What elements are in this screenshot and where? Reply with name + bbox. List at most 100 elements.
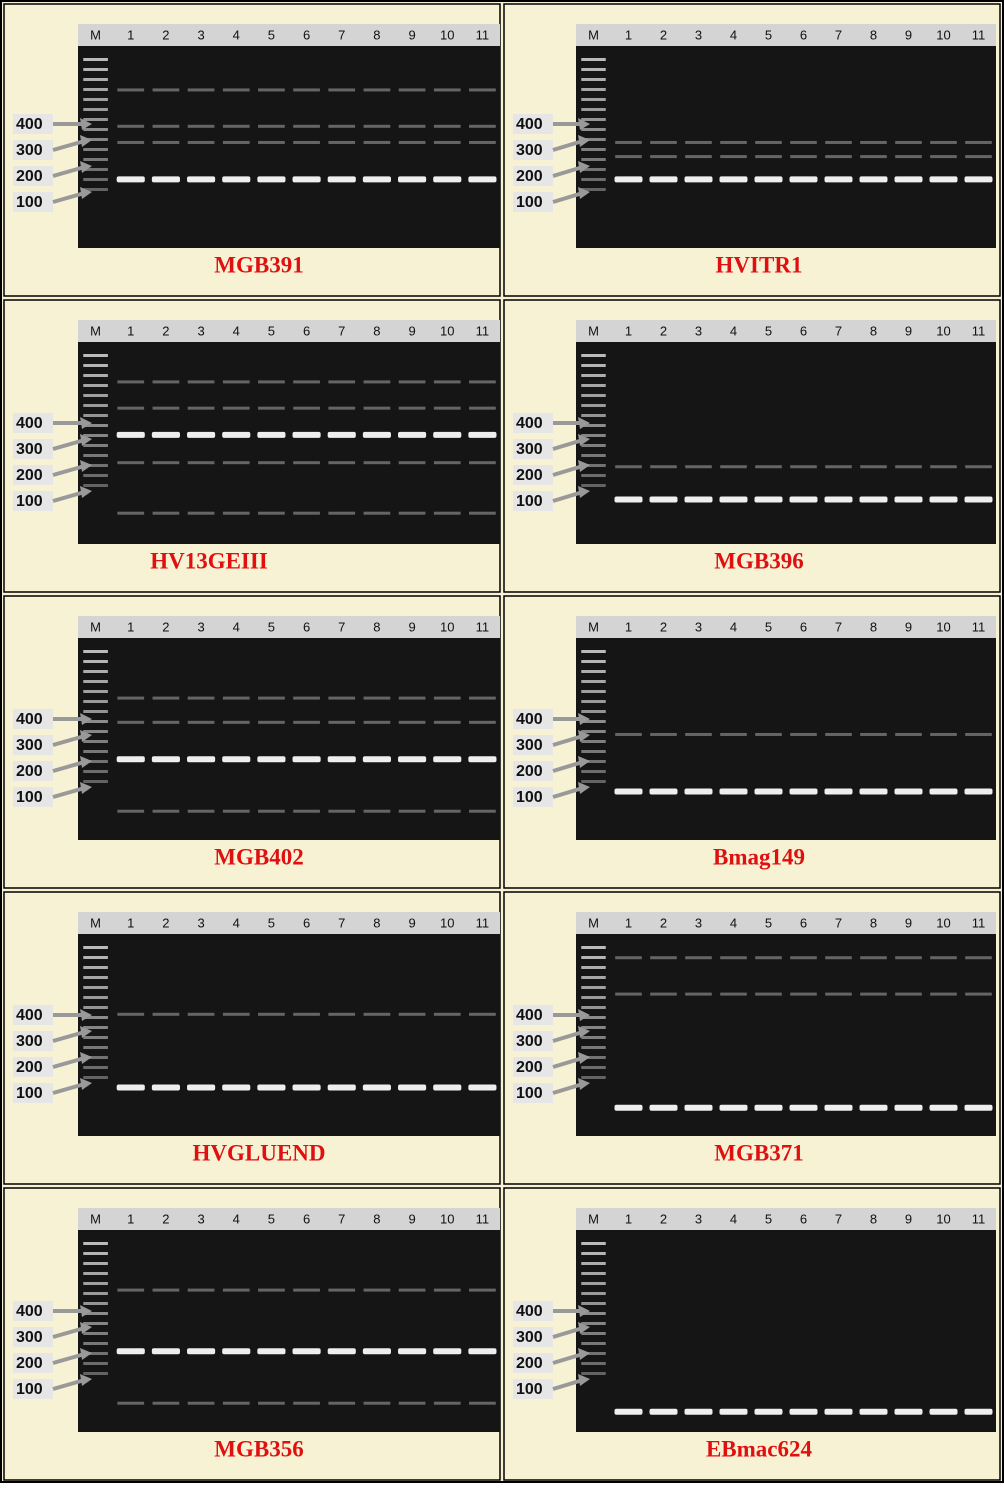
lane-label: 8: [870, 1211, 877, 1226]
ladder-band: [83, 148, 108, 151]
ladder-band: [83, 1362, 108, 1365]
faint-band: [293, 809, 320, 813]
gel-header: [576, 1208, 996, 1230]
band: [116, 176, 145, 183]
faint-band: [117, 124, 145, 128]
faint-band: [293, 1288, 320, 1292]
faint-band: [433, 140, 461, 144]
ladder-band: [83, 404, 108, 407]
marker-label: 300: [16, 737, 43, 754]
lane-label: 9: [905, 619, 912, 634]
lane-label: 3: [695, 323, 702, 338]
marker-box: [13, 439, 53, 459]
band: [116, 1348, 145, 1355]
faint-band: [469, 720, 496, 724]
ladder-band: [83, 1076, 108, 1079]
marker-box: [513, 439, 553, 459]
faint-band: [433, 1401, 461, 1405]
band: [257, 1348, 286, 1355]
marker-label: 300: [16, 441, 43, 458]
band: [292, 176, 321, 183]
ladder-band: [581, 424, 606, 427]
lane-label: 8: [870, 915, 877, 930]
band: [614, 1408, 643, 1415]
ladder-band: [83, 966, 108, 969]
faint-band: [469, 511, 496, 515]
band: [824, 788, 853, 795]
lane-label: 2: [162, 323, 169, 338]
lane-label: 8: [373, 323, 380, 338]
faint-band: [293, 88, 320, 92]
panel-title: MGB371: [714, 1140, 803, 1165]
cell: [503, 595, 1001, 889]
band: [859, 1104, 888, 1111]
faint-band: [222, 1288, 250, 1292]
lane-label: 7: [835, 619, 842, 634]
band: [433, 431, 462, 438]
cell: [503, 3, 1001, 297]
faint-band: [152, 380, 180, 384]
band: [964, 176, 993, 183]
ladder-band: [581, 138, 606, 141]
band: [684, 496, 713, 503]
lane-label: 7: [338, 915, 345, 930]
lane-label: 6: [800, 323, 807, 338]
lane-label: 11: [476, 1211, 490, 1226]
cell: [503, 299, 1001, 593]
faint-band: [328, 1288, 356, 1292]
marker-box: [513, 761, 553, 781]
band: [433, 1084, 462, 1091]
ladder-band: [581, 188, 606, 191]
gel-header: [78, 616, 500, 638]
faint-band: [398, 1401, 426, 1405]
faint-band: [965, 140, 992, 144]
lane-label: 1: [625, 27, 632, 42]
marker-box: [13, 491, 53, 511]
marker-box: [13, 1353, 53, 1373]
gel: [576, 46, 996, 248]
faint-band: [363, 511, 391, 515]
faint-band: [825, 140, 852, 144]
ladder-band: [83, 364, 108, 367]
ladder-band: [83, 1252, 108, 1255]
faint-band: [930, 956, 957, 960]
faint-band: [293, 406, 320, 410]
faint-band: [222, 406, 250, 410]
lane-label: 3: [695, 915, 702, 930]
band: [859, 496, 888, 503]
ladder-band: [83, 384, 108, 387]
band: [362, 756, 391, 763]
band: [222, 431, 251, 438]
faint-band: [117, 380, 145, 384]
faint-band: [363, 124, 391, 128]
marker-label: 400: [516, 1303, 543, 1320]
faint-band: [117, 1288, 145, 1292]
band: [614, 788, 643, 795]
faint-band: [790, 992, 817, 996]
ladder-band: [581, 1282, 606, 1285]
faint-band: [328, 1012, 356, 1016]
band: [116, 1084, 145, 1091]
lane-label: M: [588, 1211, 599, 1226]
lane-label: 8: [870, 27, 877, 42]
ladder-band: [83, 750, 108, 753]
faint-band: [433, 406, 461, 410]
marker-label: 300: [516, 1329, 543, 1346]
band: [327, 1348, 356, 1355]
lane-label: 5: [268, 27, 275, 42]
marker-box: [513, 465, 553, 485]
lane-label: 7: [835, 27, 842, 42]
faint-band: [152, 88, 180, 92]
band: [754, 788, 783, 795]
lane-label: M: [90, 323, 101, 338]
band: [362, 431, 391, 438]
arrow-head: [80, 1009, 92, 1021]
faint-band: [152, 809, 180, 813]
faint-band: [152, 124, 180, 128]
faint-band: [293, 461, 320, 465]
lane-label: 11: [972, 27, 986, 42]
faint-band: [222, 124, 250, 128]
band: [649, 1408, 678, 1415]
cell: [503, 1187, 1001, 1481]
marker-label: 200: [516, 467, 543, 484]
